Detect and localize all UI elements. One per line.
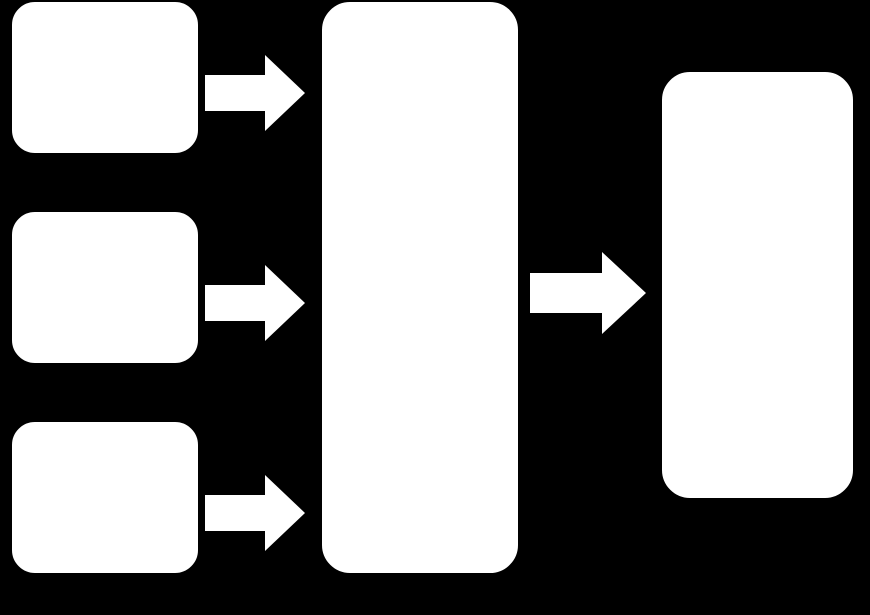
- arrow-input-1-to-process: [205, 55, 305, 131]
- node-output: [660, 70, 855, 500]
- arrow-process-to-output: [530, 252, 646, 334]
- arrow-input-2-to-process: [205, 265, 305, 341]
- node-input-1: [10, 0, 200, 155]
- node-input-2: [10, 210, 200, 365]
- node-process: [320, 0, 520, 575]
- arrow-input-3-to-process: [205, 475, 305, 551]
- diagram-canvas: [0, 0, 870, 615]
- node-input-3: [10, 420, 200, 575]
